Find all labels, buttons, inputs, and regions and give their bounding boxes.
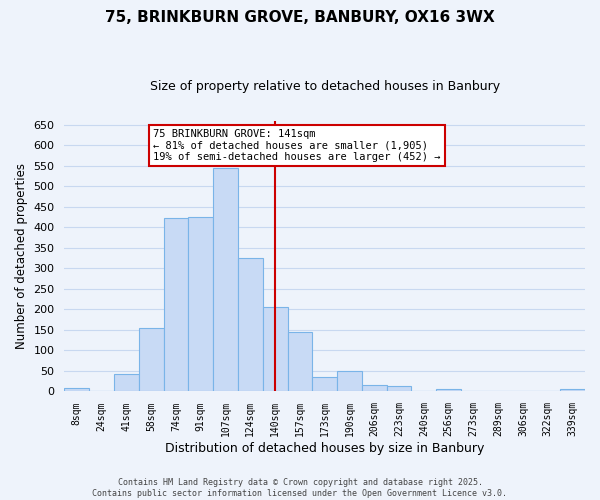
Bar — [188, 218, 213, 392]
Bar — [164, 218, 188, 392]
Bar — [287, 332, 313, 392]
Bar — [263, 308, 287, 392]
Bar — [313, 377, 337, 392]
Bar — [238, 258, 263, 392]
Y-axis label: Number of detached properties: Number of detached properties — [15, 163, 28, 349]
Text: Contains HM Land Registry data © Crown copyright and database right 2025.
Contai: Contains HM Land Registry data © Crown c… — [92, 478, 508, 498]
Bar — [213, 168, 238, 392]
Bar — [114, 374, 139, 392]
Bar — [560, 389, 585, 392]
Bar — [64, 388, 89, 392]
X-axis label: Distribution of detached houses by size in Banbury: Distribution of detached houses by size … — [165, 442, 484, 455]
Text: 75, BRINKBURN GROVE, BANBURY, OX16 3WX: 75, BRINKBURN GROVE, BANBURY, OX16 3WX — [105, 10, 495, 25]
Text: 75 BRINKBURN GROVE: 141sqm
← 81% of detached houses are smaller (1,905)
19% of s: 75 BRINKBURN GROVE: 141sqm ← 81% of deta… — [153, 128, 440, 162]
Bar — [337, 371, 362, 392]
Bar — [362, 386, 386, 392]
Bar — [139, 328, 164, 392]
Bar — [386, 386, 412, 392]
Title: Size of property relative to detached houses in Banbury: Size of property relative to detached ho… — [149, 80, 500, 93]
Bar — [436, 390, 461, 392]
